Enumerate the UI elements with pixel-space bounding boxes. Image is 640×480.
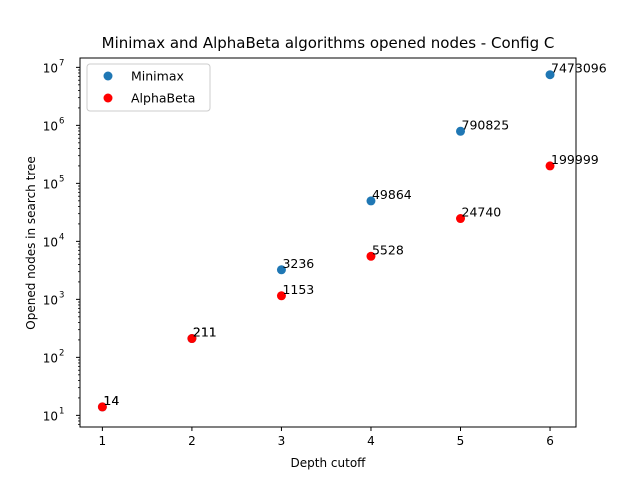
data-point-minimax [545,70,555,80]
data-label-minimax: 790825 [462,117,510,132]
data-point-alphabeta [97,402,107,412]
data-label-alphabeta: 24740 [462,205,502,220]
data-label-alphabeta: 1153 [282,282,314,297]
x-axis: 1 2 3 4 5 6 [99,427,554,448]
data-label-alphabeta: 211 [193,325,217,340]
data-label-alphabeta: 199999 [551,152,599,167]
data-point-alphabeta [276,291,286,301]
legend-marker-alphabeta [103,93,113,103]
data-labels: 1421132364986479082574730961421111535528… [103,61,606,408]
x-tick-label: 6 [546,434,554,448]
data-label-minimax: 49864 [372,187,412,202]
data-label-alphabeta: 5528 [372,242,404,257]
y-tick-base: 10 [43,293,58,307]
y-tick-exponent: 4 [59,232,64,242]
y-tick-label: 10 [43,177,58,191]
x-tick-label: 3 [278,434,286,448]
data-label-alphabeta: 14 [103,393,119,408]
data-label-minimax: 211 [193,325,217,340]
data-marks [97,70,555,412]
y-tick-base: 10 [43,351,58,365]
data-point-alphabeta [456,214,466,224]
data-point-alphabeta [545,161,555,171]
y-tick-exponent: 5 [59,174,64,184]
y-tick-label: 10 [43,409,58,423]
y-tick-base: 10 [43,409,58,423]
legend: Minimax AlphaBeta [86,63,211,112]
legend-box [86,63,211,112]
y-tick-label: 10 [43,119,58,133]
y-tick-label: 10 [43,293,58,307]
y-tick-label: 10 [43,235,58,249]
data-point-alphabeta [366,251,376,261]
data-label-minimax: 3236 [282,256,314,271]
x-tick-label: 1 [99,434,107,448]
y-tick-base: 10 [43,177,58,191]
y-tick-exponent: 6 [59,116,64,126]
data-point-alphabeta [187,334,197,344]
data-point-minimax [366,196,376,206]
y-tick-label: 10 [43,351,58,365]
data-label-minimax: 7473096 [551,61,607,76]
plot-frame [79,57,577,428]
legend-label-minimax: Minimax [131,69,184,84]
x-tick-label: 5 [457,434,465,448]
chart-title: Minimax and AlphaBeta algorithms opened … [102,34,555,52]
data-point-minimax [276,265,286,275]
data-point-minimax [456,126,466,136]
y-tick-base: 10 [43,119,58,133]
y-axis-label: Opened nodes in search tree [24,156,38,329]
y-tick-base: 10 [43,235,58,249]
y-tick-exponent: 2 [59,348,64,358]
data-label-minimax: 14 [103,393,119,408]
y-tick-exponent: 1 [59,406,64,416]
y-tick-exponent: 3 [59,290,64,300]
x-tick-label: 2 [188,434,196,448]
plot-area: 1421132364986479082574730961421111535528… [79,57,607,428]
y-tick-base: 10 [43,61,58,75]
x-tick-label: 4 [367,434,375,448]
y-tick-exponent: 7 [59,58,64,68]
x-axis-label: Depth cutoff [291,456,367,470]
legend-marker-minimax [103,71,113,81]
y-tick-label: 10 [43,61,58,75]
legend-label-alphabeta: AlphaBeta [131,91,195,106]
